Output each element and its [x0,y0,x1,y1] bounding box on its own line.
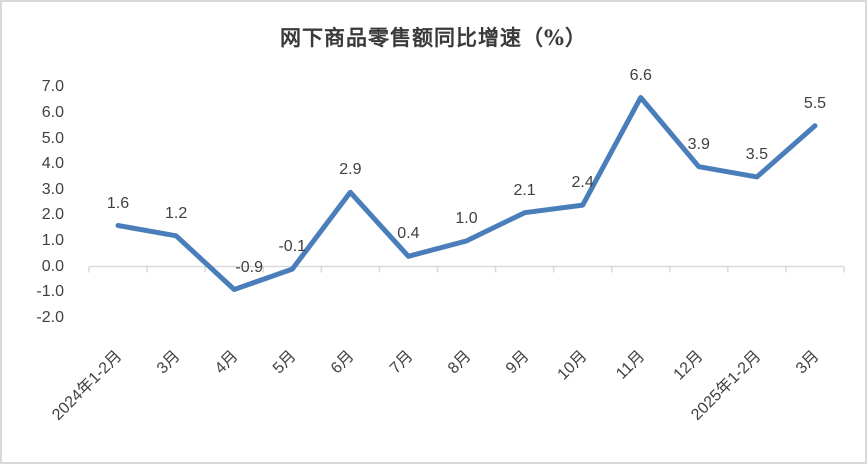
data-point-label: -0.1 [278,238,307,256]
data-point-label: 1.2 [164,204,188,222]
data-point-label: 1.0 [455,209,478,227]
y-axis-tick-label: -1.0 [36,283,64,301]
data-point-label: 2.1 [513,181,536,199]
data-point-label: 2.4 [571,174,594,192]
series-line [115,95,818,292]
y-axis-tick-label: -2.0 [36,308,64,326]
y-axis-tick-label: 7.0 [41,78,64,96]
data-point-label: 1.6 [106,194,130,212]
data-point-label: 0.4 [397,225,420,243]
y-axis-tick-label: 5.0 [41,129,64,147]
y-axis-tick-label: 6.0 [41,103,64,121]
data-point-label: 3.9 [687,135,710,153]
data-point-label: -0.9 [235,258,263,276]
data-point-label: 6.6 [629,66,652,84]
y-axis-tick-label: 0.0 [41,257,64,275]
y-axis-tick-label: 2.0 [41,206,64,224]
data-point-label: 2.9 [339,161,362,179]
data-point-label: 5.5 [803,94,827,112]
y-axis-tick-label: 3.0 [41,180,64,198]
y-axis-tick-label: 1.0 [41,231,64,249]
data-point-label: 3.5 [745,145,768,163]
y-axis-tick-label: 4.0 [41,155,64,173]
chart-title: 网下商品零售额同比增速（%） [280,25,587,50]
